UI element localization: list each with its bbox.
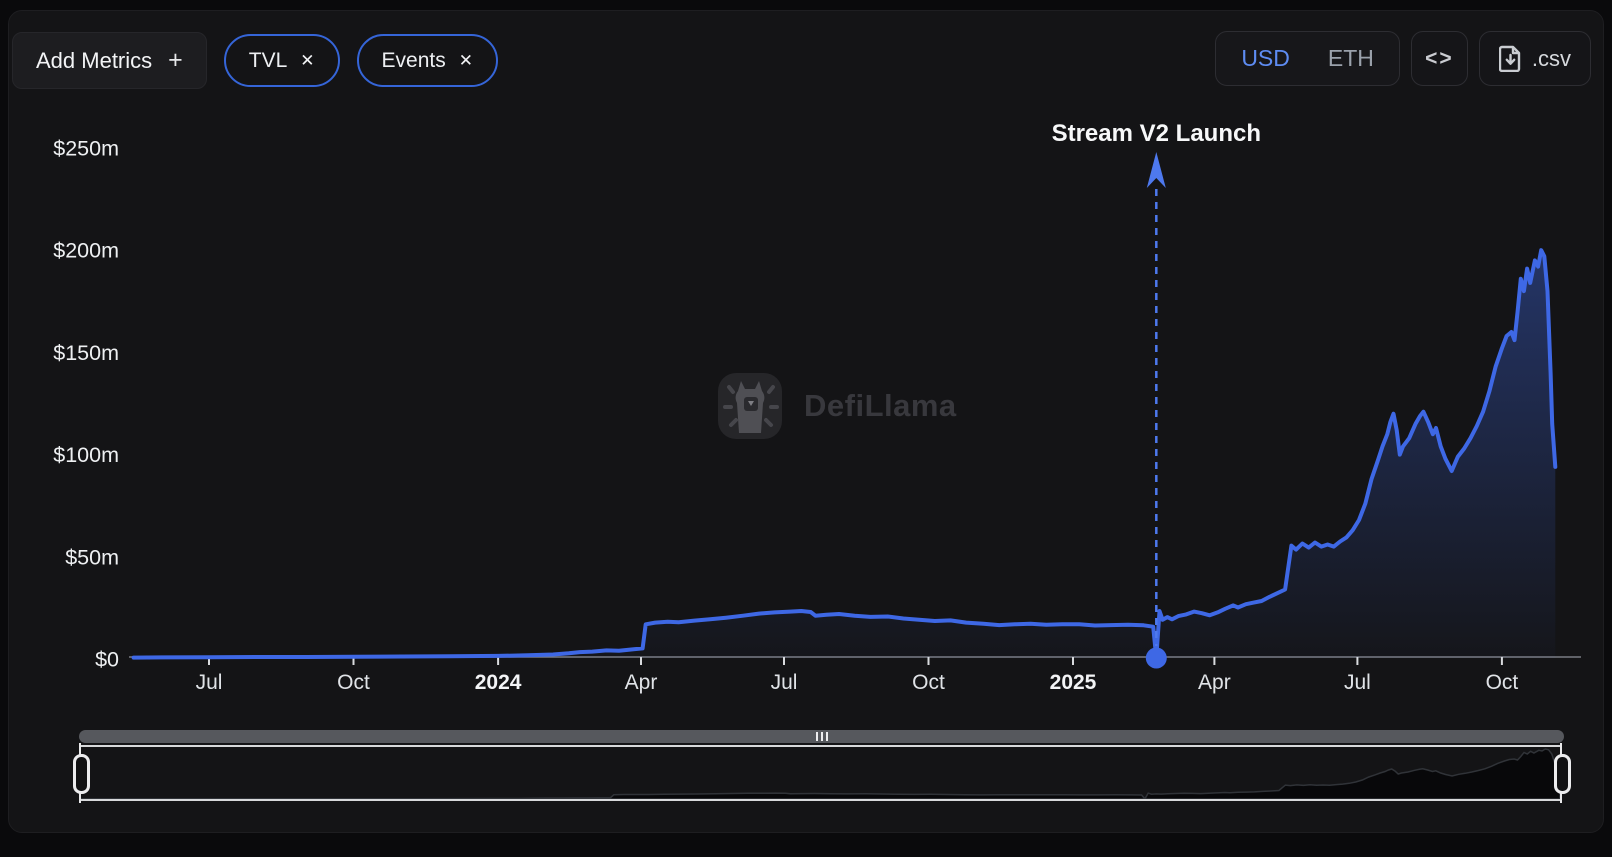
- y-axis-label: $0: [95, 648, 119, 672]
- toolbar-right: USD ETH <> .csv: [1215, 31, 1591, 86]
- x-axis-label: Apr: [1198, 671, 1231, 694]
- tvl-line[interactable]: [131, 248, 1558, 661]
- brush-scrollbar[interactable]: [79, 730, 1564, 743]
- brush-mini-area: [80, 748, 1561, 801]
- csv-label: .csv: [1531, 45, 1571, 71]
- x-axis-label: Oct: [912, 671, 945, 694]
- brush-handle-left[interactable]: [73, 754, 90, 794]
- chart-card: Jul Oct 2024 Apr Jul Oct 2025 Apr Jul Oct $0 $50m $1…: [8, 10, 1604, 833]
- y-axis-label: $200m: [53, 239, 119, 263]
- plus-icon: +: [168, 46, 183, 74]
- event-arrow-icon: [1146, 152, 1166, 188]
- brush-handle-right[interactable]: [1554, 754, 1571, 794]
- y-axis-label: $250m: [53, 137, 119, 161]
- currency-option-usd[interactable]: USD: [1241, 45, 1290, 71]
- metric-pill-tvl[interactable]: TVL ✕: [223, 34, 340, 87]
- add-metrics-label: Add Metrics: [36, 47, 153, 73]
- metric-pill-label: Events: [381, 48, 446, 72]
- file-download-icon: [1498, 45, 1521, 72]
- y-axis-label: $100m: [53, 443, 119, 467]
- y-axis-label: $50m: [65, 545, 119, 569]
- y-axis-label: $150m: [53, 341, 119, 365]
- add-metrics-button[interactable]: Add Metrics +: [12, 32, 207, 89]
- code-brackets-icon: <>: [1425, 46, 1454, 70]
- brush-window[interactable]: [79, 745, 1562, 801]
- x-axis-label: Oct: [337, 671, 370, 694]
- metric-pill-label: TVL: [248, 48, 288, 72]
- x-axis-label: Jul: [196, 671, 223, 694]
- tvl-area: [133, 250, 1556, 659]
- x-axis-label: Apr: [625, 671, 658, 694]
- event-annotation-label: Stream V2 Launch: [1052, 120, 1261, 147]
- currency-toggle: USD ETH: [1215, 31, 1400, 86]
- x-axis-label: 2025: [1050, 671, 1097, 694]
- close-icon[interactable]: ✕: [300, 50, 315, 70]
- x-axis-label: Oct: [1486, 671, 1519, 694]
- event-marker-dot[interactable]: [1145, 647, 1167, 669]
- x-axis-label: Jul: [1344, 671, 1371, 694]
- close-icon[interactable]: ✕: [458, 50, 473, 70]
- scrollbar-grip-icon[interactable]: [815, 732, 828, 741]
- metric-pill-events[interactable]: Events ✕: [356, 34, 498, 87]
- embed-code-button[interactable]: <>: [1410, 31, 1468, 86]
- x-axis-label: 2024: [475, 671, 522, 694]
- currency-option-eth[interactable]: ETH: [1327, 45, 1374, 71]
- toolbar-left: Add Metrics + TVL ✕ Events ✕: [12, 32, 498, 89]
- x-axis-label: Jul: [771, 671, 798, 694]
- download-csv-button[interactable]: .csv: [1478, 31, 1591, 86]
